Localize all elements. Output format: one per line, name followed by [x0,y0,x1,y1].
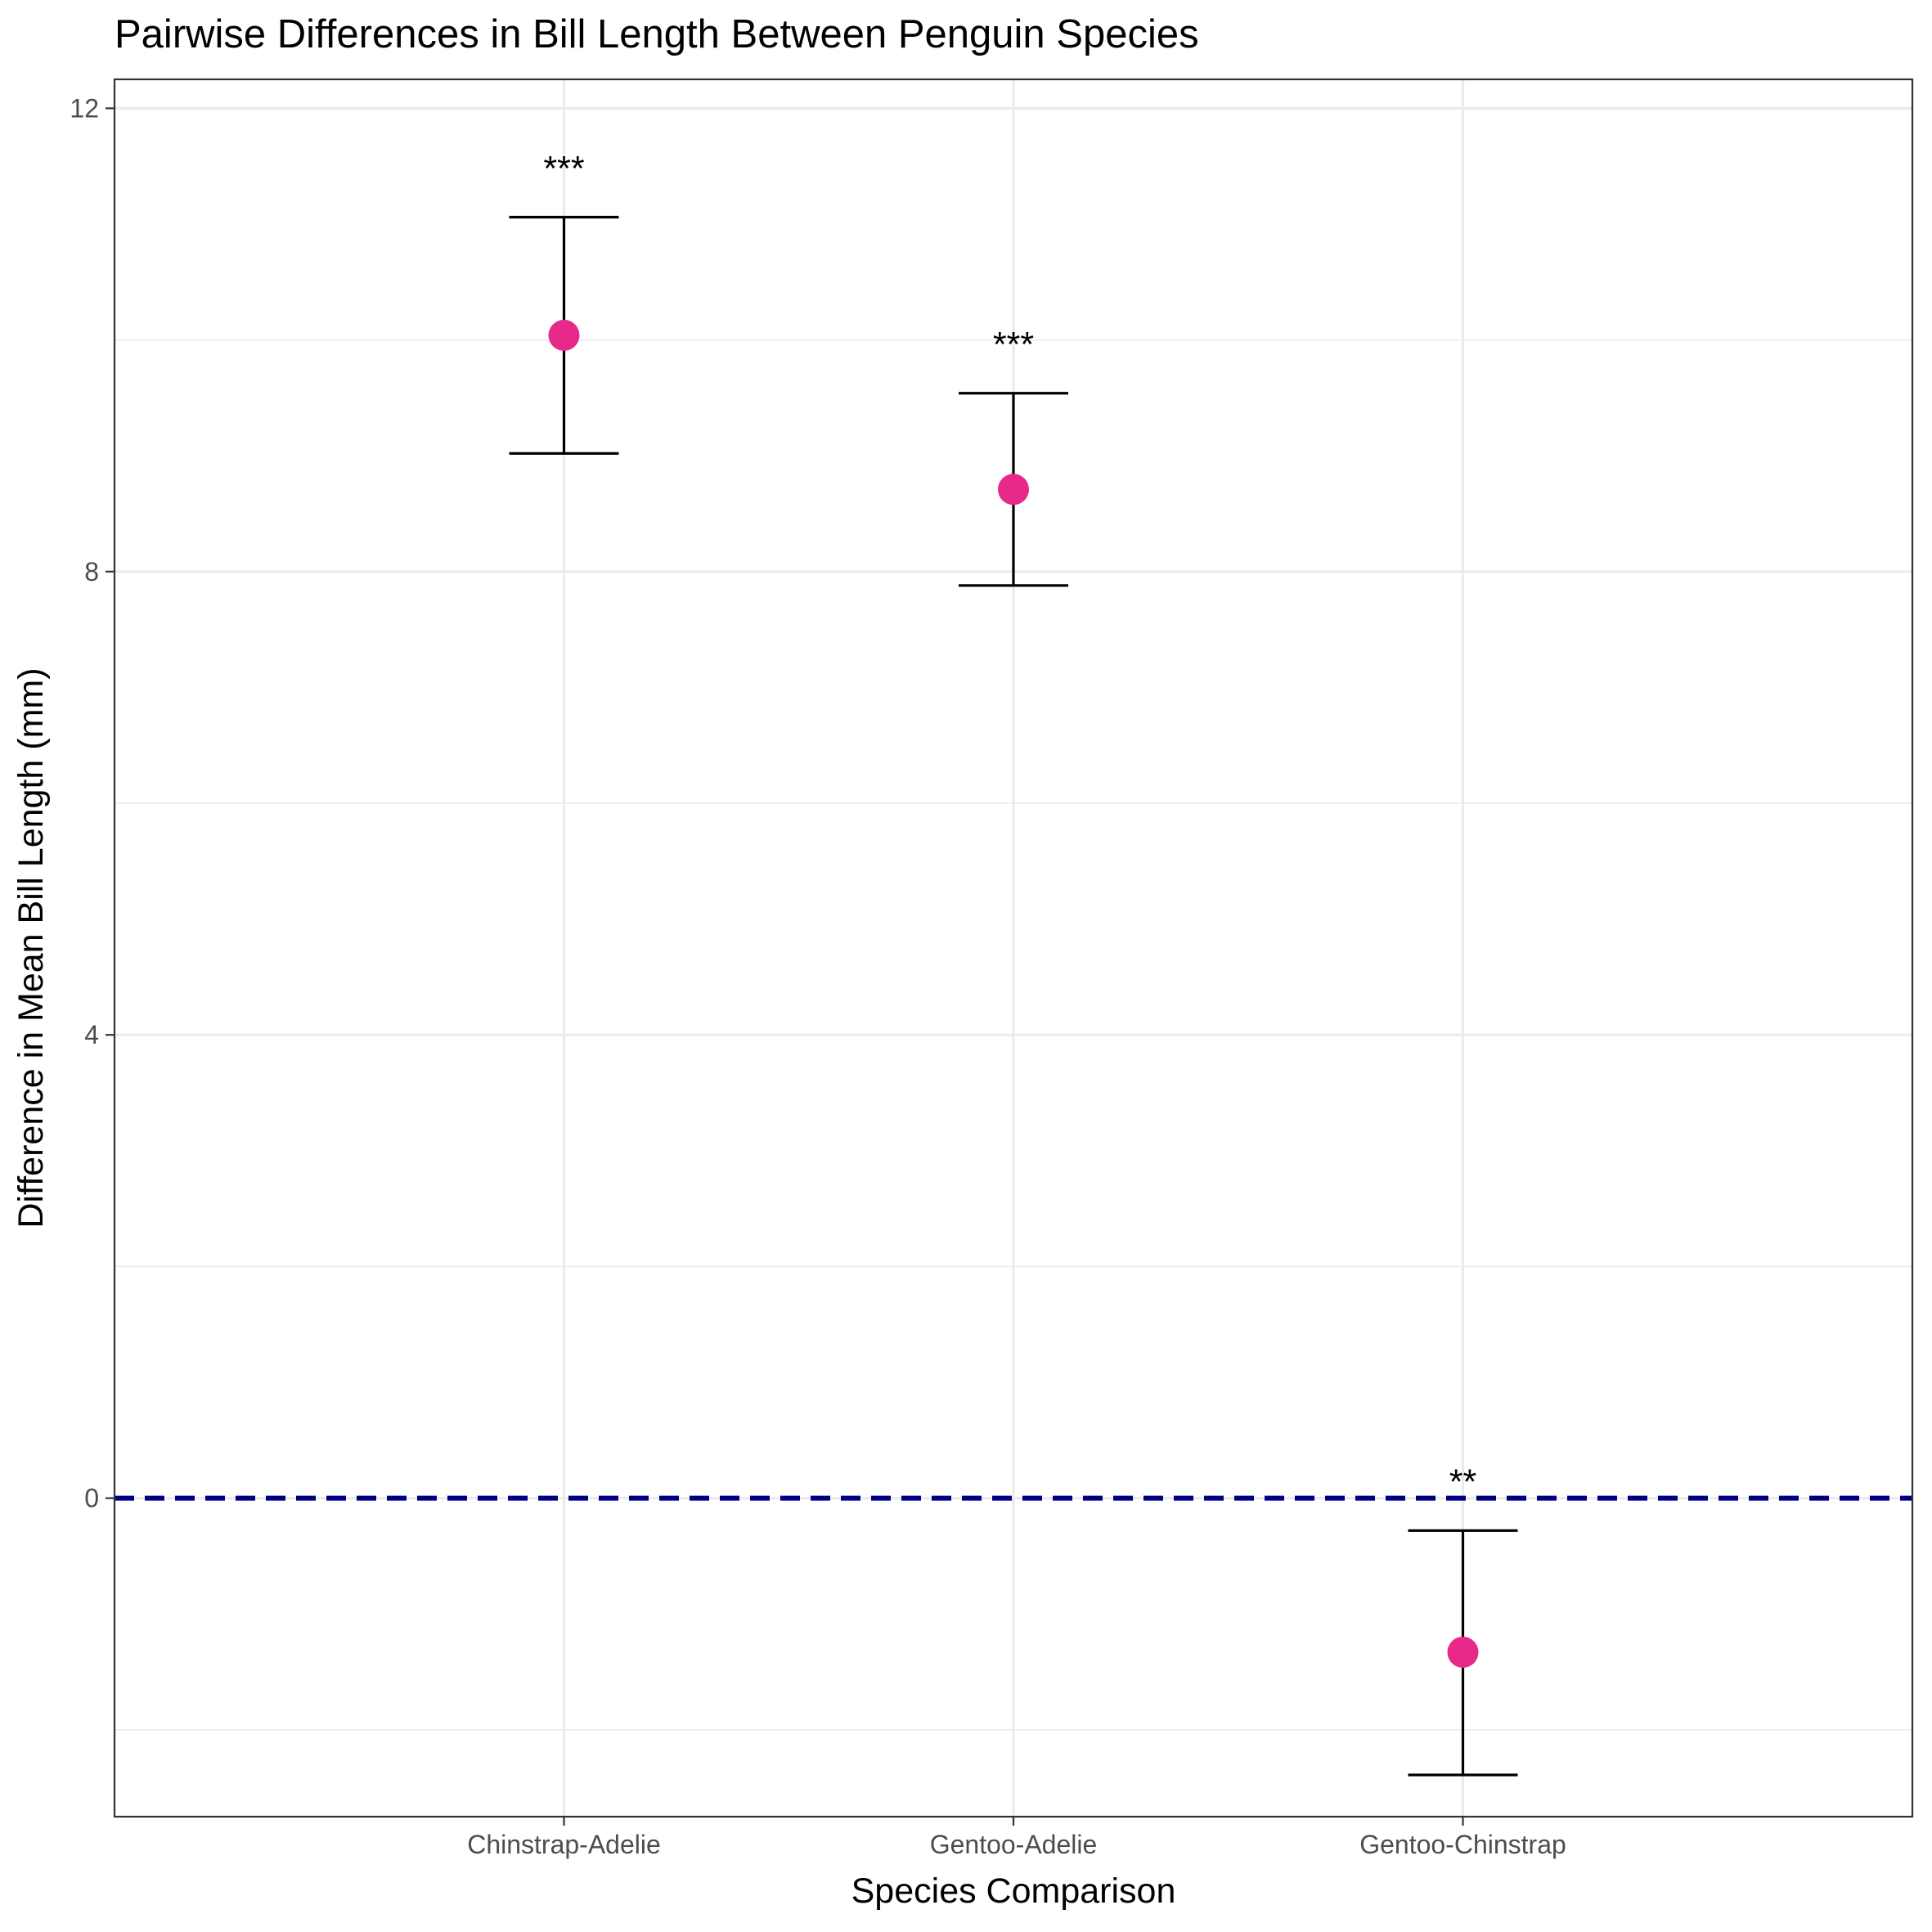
point-layer [548,319,1479,1668]
y-tick-label: 8 [84,557,99,586]
significance-label: *** [543,150,584,189]
x-axis-title: Species Comparison [851,1871,1176,1911]
data-point [548,319,580,351]
axis-layer: 0 4 8 12 Chinstrap-Adelie Gentoo-Adelie Gentoo… [70,93,1566,1859]
data-point [1447,1636,1479,1668]
data-point [998,474,1029,505]
x-tick-label: Chinstrap-Adelie [467,1830,661,1859]
significance-label: ** [1449,1462,1477,1502]
y-tick-label: 4 [84,1020,99,1049]
significance-layer: ******** [543,150,1476,1503]
grid-layer [115,79,1912,1817]
chart-title: Pairwise Differences in Bill Length Betw… [115,12,1199,56]
x-tick-label: Gentoo-Chinstrap [1359,1830,1566,1859]
significance-label: *** [993,326,1034,365]
x-tick-label: Gentoo-Adelie [930,1830,1098,1859]
y-axis-title: Difference in Mean Bill Length (mm) [11,667,51,1228]
y-tick-label: 0 [84,1484,99,1513]
y-tick-label: 12 [70,93,99,123]
